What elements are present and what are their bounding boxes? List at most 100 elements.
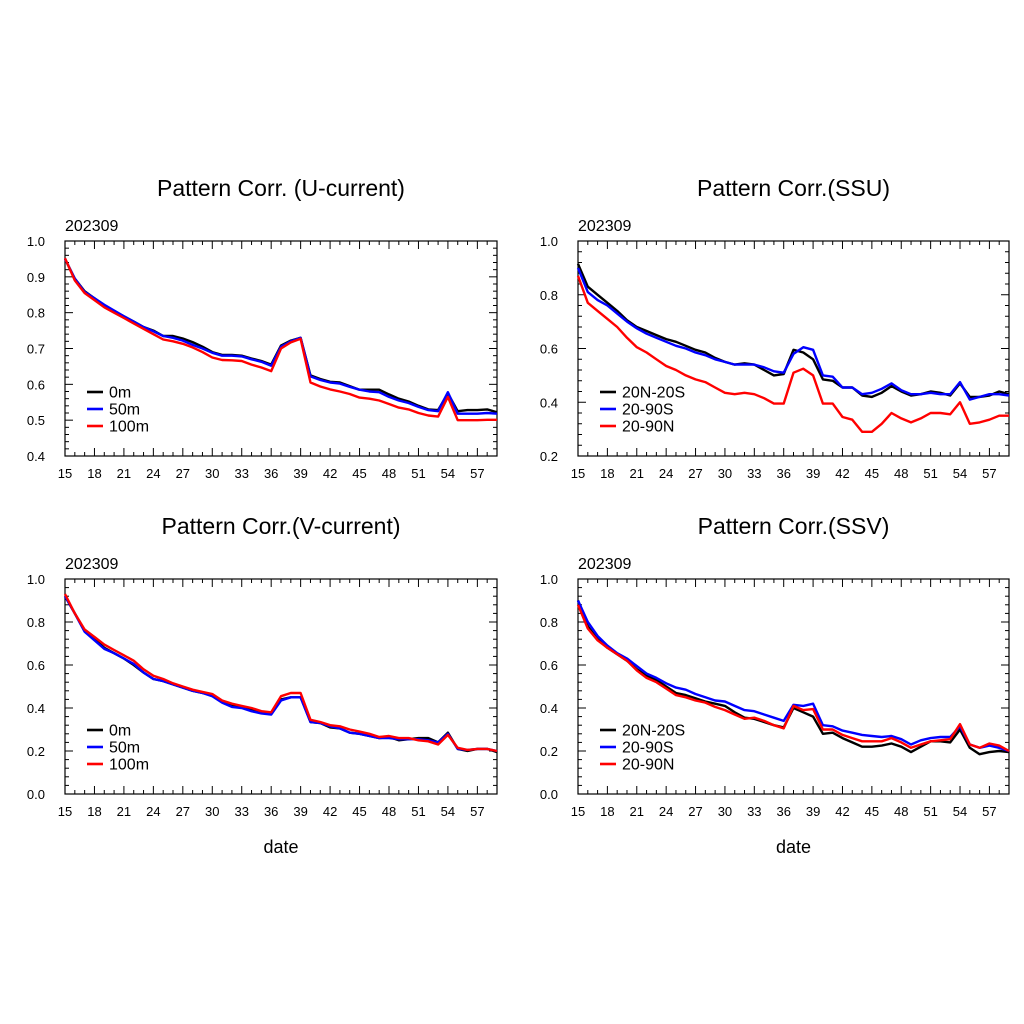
legend-label: 0m	[109, 723, 131, 740]
y-tick-label: 1.0	[27, 234, 45, 249]
x-tick-label: 30	[718, 466, 732, 481]
y-tick-label: 0.6	[27, 377, 45, 392]
x-tick-label: 48	[894, 804, 908, 819]
x-tick-label: 51	[411, 466, 425, 481]
x-tick-label: 24	[659, 804, 673, 819]
x-tick-label: 48	[382, 804, 396, 819]
y-tick-label: 0.4	[27, 701, 45, 716]
x-tick-label: 48	[894, 466, 908, 481]
x-tick-label: 42	[835, 804, 849, 819]
chart-title: Pattern Corr.(SSV)	[698, 513, 890, 539]
chart-subtitle: 202309	[65, 218, 118, 235]
x-tick-label: 57	[470, 466, 484, 481]
x-tick-label: 21	[630, 466, 644, 481]
y-tick-label: 1.0	[540, 234, 558, 249]
legend-label: 100m	[109, 757, 149, 774]
x-tick-label: 30	[205, 804, 219, 819]
legend-label: 20N-20S	[622, 385, 685, 402]
x-tick-label: 39	[293, 466, 307, 481]
x-tick-label: 24	[146, 466, 160, 481]
chart-subtitle: 202309	[578, 218, 631, 235]
series-line-100m	[63, 593, 498, 753]
x-tick-label: 15	[58, 466, 72, 481]
series-line-100m	[63, 257, 497, 422]
x-tick-label: 36	[776, 466, 790, 481]
x-tick-label: 27	[176, 804, 190, 819]
series-line-20n-20s	[576, 263, 1010, 399]
legend-label: 20N-20S	[622, 723, 685, 740]
x-tick-label: 33	[747, 466, 761, 481]
x-axis-label: date	[263, 837, 298, 857]
y-tick-label: 1.0	[540, 572, 558, 587]
y-tick-label: 0.6	[27, 658, 45, 673]
series-line-50m	[63, 258, 498, 415]
x-tick-label: 33	[747, 804, 761, 819]
legend-label: 20-90N	[622, 419, 674, 436]
legend-label: 50m	[109, 402, 140, 419]
x-tick-label: 54	[953, 466, 967, 481]
chart-panel-4: Pattern Corr.(SSV) 202309 15 18 21 24 27 30 33 36…	[540, 513, 1010, 857]
chart-subtitle: 202309	[65, 556, 118, 573]
x-tick-label: 36	[264, 804, 278, 819]
y-tick-label: 0.4	[27, 449, 45, 464]
legend-label: 0m	[109, 385, 131, 402]
y-tick-label: 0.2	[540, 449, 558, 464]
x-tick-label: 45	[865, 466, 879, 481]
x-tick-label: 42	[323, 804, 337, 819]
x-tick-label: 33	[234, 804, 248, 819]
x-tick-label: 39	[293, 804, 307, 819]
y-tick-label: 0.4	[540, 395, 558, 410]
x-tick-label: 30	[205, 466, 219, 481]
x-tick-label: 36	[776, 804, 790, 819]
x-tick-label: 15	[571, 804, 585, 819]
x-tick-label: 54	[441, 804, 455, 819]
x-tick-label: 18	[87, 804, 101, 819]
chart-title: Pattern Corr.(SSU)	[697, 175, 890, 201]
x-tick-label: 54	[953, 804, 967, 819]
x-tick-label: 24	[659, 466, 673, 481]
x-tick-label: 48	[382, 466, 396, 481]
chart-panel-2: Pattern Corr.(SSU) 202309 15 18 21 24 27 30 33 36…	[540, 175, 1010, 481]
x-tick-label: 18	[87, 466, 101, 481]
legend-label: 20-90S	[622, 402, 674, 419]
y-tick-label: 0.8	[540, 615, 558, 630]
x-tick-label: 15	[571, 466, 585, 481]
x-tick-label: 21	[630, 804, 644, 819]
y-tick-label: 0.8	[27, 306, 45, 321]
x-tick-label: 45	[352, 804, 366, 819]
x-tick-label: 36	[264, 466, 278, 481]
x-tick-label: 57	[470, 804, 484, 819]
x-tick-label: 57	[982, 466, 996, 481]
y-tick-label: 0.0	[27, 787, 45, 802]
y-tick-label: 1.0	[27, 572, 45, 587]
series-line-20-90n	[576, 604, 1010, 753]
x-tick-label: 18	[600, 804, 614, 819]
x-tick-label: 21	[117, 804, 131, 819]
x-tick-label: 24	[146, 804, 160, 819]
y-tick-label: 0.2	[27, 744, 45, 759]
x-tick-label: 39	[806, 466, 820, 481]
chart-title: Pattern Corr. (U-current)	[157, 175, 405, 201]
x-tick-label: 42	[835, 466, 849, 481]
x-tick-label: 27	[688, 804, 702, 819]
legend-label: 50m	[109, 740, 140, 757]
y-tick-label: 0.4	[540, 701, 558, 716]
y-tick-label: 0.6	[540, 342, 558, 357]
x-tick-label: 33	[234, 466, 248, 481]
y-tick-label: 0.8	[27, 615, 45, 630]
x-tick-label: 27	[688, 466, 702, 481]
y-tick-label: 0.0	[540, 787, 558, 802]
x-tick-label: 30	[718, 804, 732, 819]
x-axis-label: date	[776, 837, 811, 857]
x-tick-label: 51	[923, 466, 937, 481]
legend-label: 20-90N	[622, 757, 674, 774]
chart-panel-1: Pattern Corr. (U-current) 202309 15 18 21 24 2…	[27, 175, 498, 481]
x-tick-label: 45	[865, 804, 879, 819]
x-tick-label: 15	[58, 804, 72, 819]
x-tick-label: 45	[352, 466, 366, 481]
y-tick-label: 0.6	[540, 658, 558, 673]
y-tick-label: 0.7	[27, 342, 45, 357]
chart-subtitle: 202309	[578, 556, 631, 573]
x-tick-label: 42	[323, 466, 337, 481]
